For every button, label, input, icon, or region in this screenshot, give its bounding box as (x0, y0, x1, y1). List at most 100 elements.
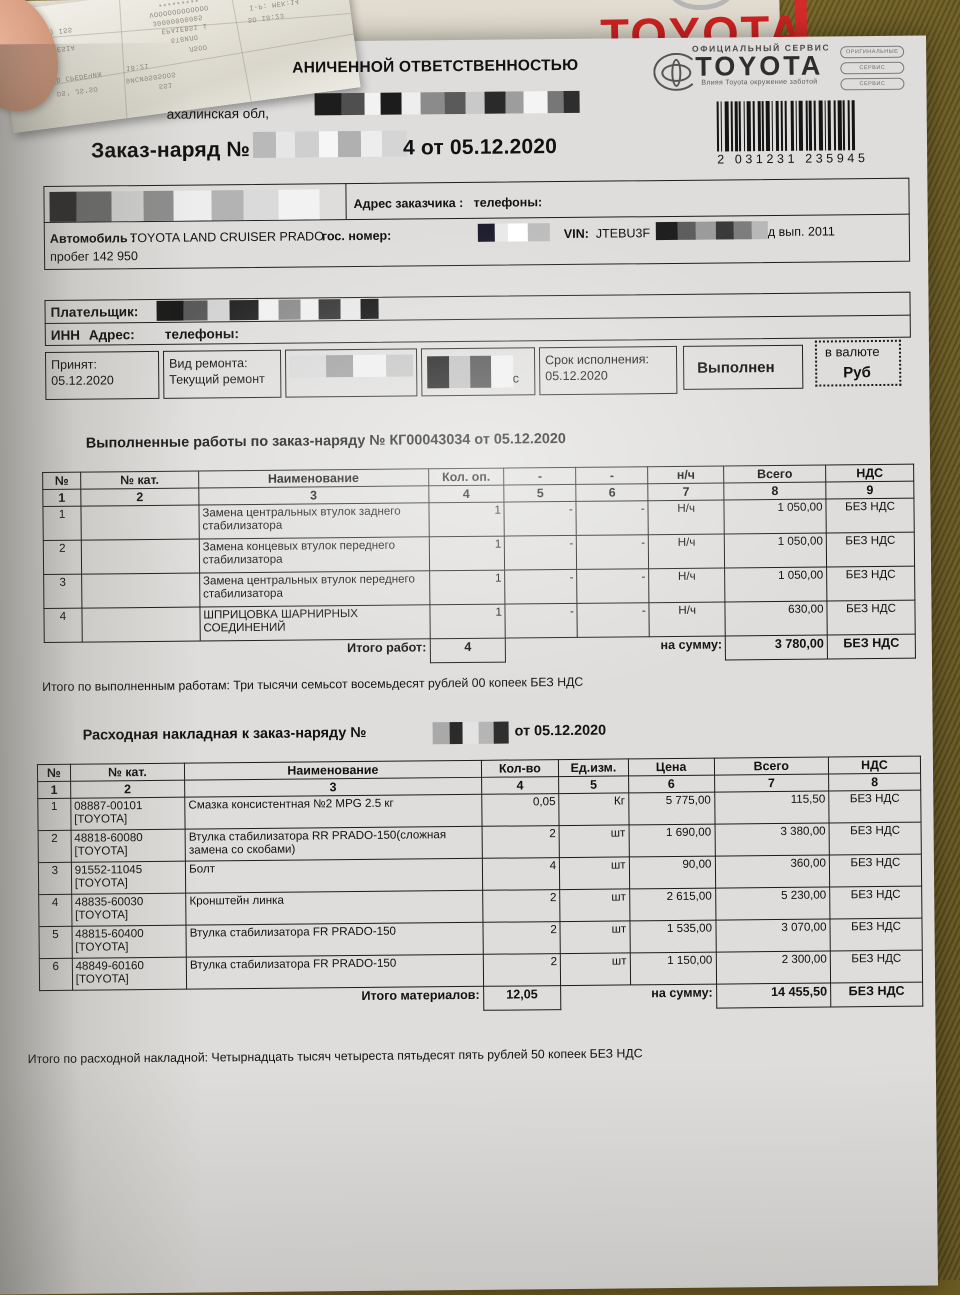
works-cell-total: 1 050,00 (724, 498, 827, 534)
works-total-words: Итого по выполненным работам: Три тысячи… (42, 674, 584, 695)
mat-cell-cat: 48849-60160 [TOYOTA] (72, 957, 187, 991)
works-cell-qty: 1 (429, 570, 506, 605)
materials-heading-prefix: Расходная накладная к заказ-наряду № (82, 724, 367, 744)
mat-th-1: № кат. (70, 763, 185, 782)
works-cn-1: 2 (80, 488, 199, 507)
document-title-prefix: Заказ-наряд № (90, 138, 251, 163)
payer-address-label: Адрес: (88, 327, 135, 343)
mat-cell-vat: БЕЗ НДС (829, 822, 922, 855)
mat-cn-1: 2 (70, 780, 185, 799)
mat-th-0: № (37, 764, 71, 782)
works-th-8: НДС (825, 464, 914, 482)
works-cell-vat: БЕЗ НДС (826, 566, 915, 601)
mat-th-3: Кол-во (480, 759, 559, 778)
works-sum-label: на сумму: (660, 637, 723, 653)
mat-cell-qty: 2 (482, 953, 561, 987)
repair-type-label: Вид ремонта: (169, 356, 248, 371)
mat-cat-brand: [TOYOTA] (75, 908, 129, 922)
works-cn-8: 9 (825, 481, 914, 499)
pill-1: ОРИГИНАЛЬНЫЕ (840, 45, 905, 59)
mat-cell-name: Кронштейн линка (185, 890, 483, 926)
mat-cell-name: Втулка стабилизатора FR PRADO-150 (186, 954, 484, 990)
toyota-emblem-icon (653, 52, 700, 92)
works-cell-c6: - (577, 602, 650, 638)
works-cell-nch: Н/ч (648, 567, 726, 603)
toyota-slogan: Влияя Тоуоtа окружение заботой (701, 78, 818, 87)
vehicle-label: Автомобиль : (49, 231, 136, 246)
materials-sum-label: на сумму: (651, 985, 713, 1001)
mat-cell-price: 5 775,00 (628, 792, 715, 825)
works-cell-c5: - (505, 603, 578, 639)
mat-cell-cat: 48818-60080 [TOYOTA] (70, 829, 186, 863)
works-cn-7: 8 (723, 481, 826, 500)
mat-cn-0: 1 (37, 781, 71, 799)
works-total-spacer-1 (506, 637, 578, 662)
redaction-plate (477, 223, 550, 242)
works-cn-5: 6 (576, 483, 649, 502)
materials-table: № № кат. Наименование Кол-во Ед.изм. Цен… (37, 756, 923, 1015)
works-cell-total: 1 050,00 (724, 566, 827, 602)
mat-cn-3: 4 (481, 776, 559, 795)
mat-cell-vat: БЕЗ НДС (828, 790, 922, 823)
works-th-2: Наименование (198, 468, 429, 489)
works-total-label: Итого работ: (347, 640, 427, 656)
repair-type-value: Текущий ремонт (169, 371, 265, 387)
redaction-master (427, 355, 514, 389)
mat-cat-code: 48849-60160 (75, 959, 144, 973)
mat-cell-vat: БЕЗ НДС (829, 854, 922, 887)
customer-address-label: Адрес заказчика : (353, 195, 464, 212)
works-cell-nch: Н/ч (649, 601, 726, 637)
accepted-value: 05.12.2020 (51, 373, 114, 388)
works-total-spacer-2 (578, 637, 650, 662)
works-cell-total: 630,00 (725, 600, 828, 636)
mat-cat-brand: [TOYOTA] (75, 940, 129, 954)
mat-cell-unit: шт (559, 856, 630, 890)
mat-cell-name: Смазка консистентная №2 MPG 2.5 кг (184, 794, 482, 830)
mat-cell-total: 115,50 (714, 790, 830, 825)
state-value: Выполнен (697, 358, 775, 377)
mat-cell-no: 4 (38, 894, 72, 927)
materials-total-spacer (561, 985, 631, 1010)
mat-cell-qty: 2 (481, 825, 560, 859)
mat-cat-brand: [TOYOTA] (74, 844, 128, 858)
mat-cell-no: 5 (38, 926, 73, 959)
works-cell-no: 3 (43, 574, 82, 609)
barcode: 2 031231 235945 (716, 100, 873, 167)
mat-cell-total: 5 230,00 (715, 886, 830, 921)
works-cell-total: 1 050,00 (724, 532, 827, 568)
works-cell-qty: 1 (428, 536, 506, 571)
mat-cn-5: 6 (628, 775, 715, 793)
mat-cn-4: 5 (558, 775, 629, 794)
mat-cell-price: 1 535,00 (629, 920, 716, 953)
mat-cat-brand: [TOYOTA] (74, 876, 128, 890)
vehicle-year: д вып. 2011 (767, 224, 835, 240)
works-cell-cat (81, 607, 201, 643)
mat-cat-brand: [TOYOTA] (75, 972, 129, 986)
works-cell-c5: - (505, 569, 578, 605)
mat-cell-total: 3 070,00 (715, 918, 831, 953)
redaction-vin (655, 221, 768, 241)
mat-cell-price: 90,00 (629, 856, 716, 889)
mat-cat-brand: [TOYOTA] (74, 812, 128, 826)
mat-cell-vat: БЕЗ НДС (829, 886, 922, 919)
mat-cell-unit: шт (560, 952, 631, 986)
materials-total-qty: 12,05 (483, 985, 561, 1011)
mat-cell-price: 1 690,00 (628, 824, 715, 857)
works-cell-nch: Н/ч (648, 533, 725, 569)
mat-cell-name: Втулка стабилизатора FR PRADO-150 (186, 922, 483, 958)
mat-cell-total: 360,00 (714, 854, 830, 889)
works-cn-4: 5 (504, 484, 577, 503)
order-document-sheet: ********* VOOOOOOOOOOOO 3000000000S EPA1… (0, 0, 938, 1295)
materials-total-label: Итого материалов: (361, 987, 480, 1003)
mat-cell-total: 3 380,00 (714, 822, 830, 857)
mat-cell-total: 2 300,00 (715, 950, 831, 985)
document-title-suffix: 4 от 05.12.2020 (402, 135, 558, 160)
deadline-value: 05.12.2020 (545, 368, 608, 384)
redaction-address (314, 90, 580, 116)
works-cell-cat (80, 505, 200, 541)
works-cell-qty: 1 (429, 604, 506, 639)
works-cell-c6: - (576, 534, 649, 570)
mat-cell-name: Втулка стабилизатора RR PRADO-150(сложна… (185, 826, 482, 862)
barcode-bars (716, 100, 872, 152)
mat-th-7: НДС (828, 756, 921, 774)
